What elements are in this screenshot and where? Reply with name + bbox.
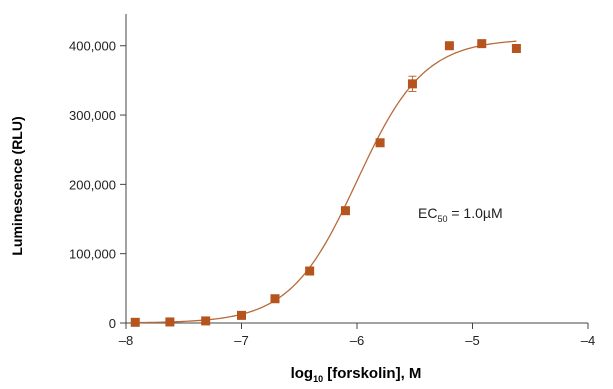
data-point-marker xyxy=(165,317,175,327)
data-point-marker xyxy=(340,206,350,216)
fit-curve xyxy=(135,40,517,324)
data-point-marker xyxy=(511,44,521,53)
data-point-marker xyxy=(407,79,417,89)
ec50-annotation: EC50 = 1.0µM xyxy=(418,205,503,224)
x-tick-label: –4 xyxy=(581,333,595,348)
y-axis-title: Luminescence (RLU) xyxy=(9,116,25,255)
y-tick-label: 0 xyxy=(109,316,116,331)
axes xyxy=(125,14,588,324)
y-tick-label: 100,000 xyxy=(69,247,116,262)
ticks-group: –8 –7 –6 –5 –4 0 100,000 200,000 300,000 400,000 xyxy=(69,39,595,348)
x-tick-label: –7 xyxy=(234,333,248,348)
x-tick-label: –8 xyxy=(119,333,133,348)
x-tick-label: –6 xyxy=(350,333,364,348)
x-tick-label: –5 xyxy=(465,333,479,348)
data-point-marker xyxy=(305,266,315,276)
data-point-marker xyxy=(130,317,140,327)
data-point-marker xyxy=(375,138,385,148)
y-tick-label: 200,000 xyxy=(69,177,116,192)
data-point-marker xyxy=(270,294,280,304)
data-point-marker xyxy=(237,310,246,320)
data-points xyxy=(130,39,521,327)
data-point-marker xyxy=(477,39,487,49)
data-point-marker xyxy=(444,41,454,51)
x-axis-title: log10 [forskolin], M xyxy=(291,365,422,384)
y-tick-label: 300,000 xyxy=(69,108,116,123)
y-tick-label: 400,000 xyxy=(69,39,116,54)
data-point-marker xyxy=(201,316,211,326)
